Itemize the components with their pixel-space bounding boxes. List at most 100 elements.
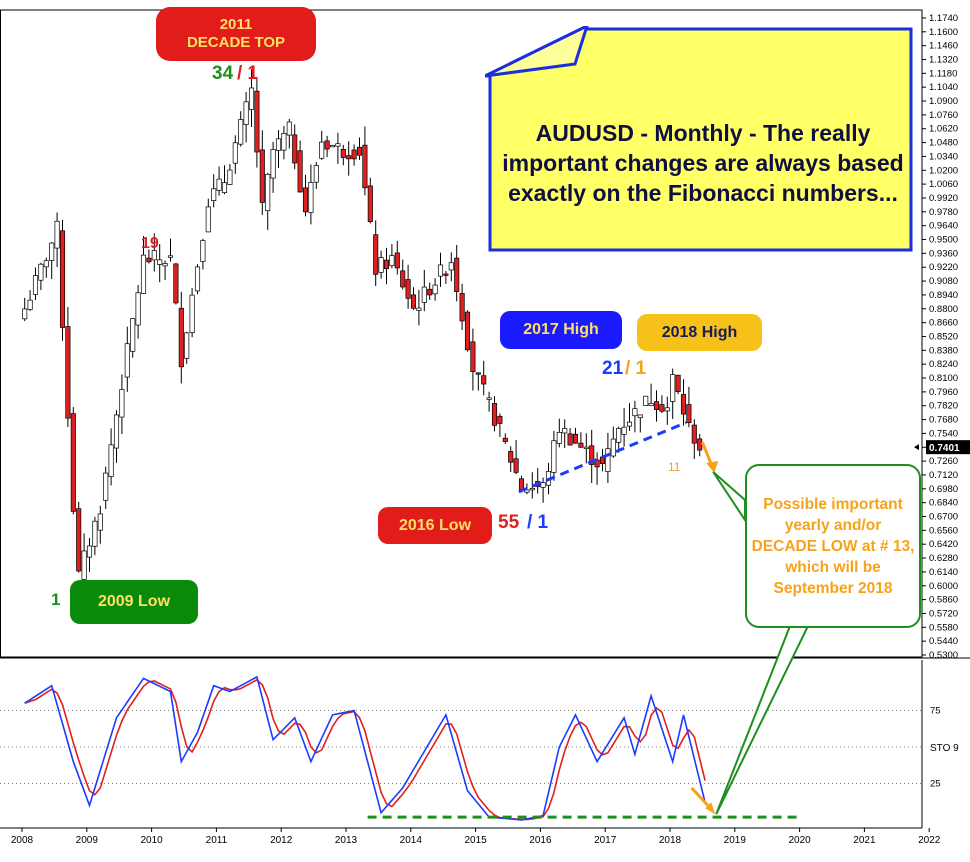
candle-body [664,407,670,412]
current-price-label: 0.7401 [929,443,960,454]
candle-body [243,101,249,125]
price-tick-label: 0.6140 [929,567,958,578]
price-tick-label: 0.5440 [929,636,958,647]
price-tick-label: 0.8240 [929,359,958,370]
price-arrow-head [706,461,719,474]
candle-body [38,263,44,281]
candle-body [340,148,346,158]
candle-body [621,426,627,435]
candle-body [286,121,292,136]
count-19: 19 [141,235,159,252]
price-tick-label: 0.7960 [929,387,958,398]
candle-body [356,146,363,156]
price-tick-label: 0.6560 [929,525,958,536]
candle-body [675,374,681,392]
price-tick-label: 0.9500 [929,235,958,246]
count-34: 34 [212,63,234,84]
candle-body [162,263,168,267]
price-tick-label: 1.0060 [929,179,958,190]
candle-body [232,142,238,164]
price-tick-label: 0.9080 [929,276,958,287]
x-tick-label: 2021 [853,835,876,846]
candle-body [346,155,352,160]
x-tick-label: 2020 [788,835,811,846]
candle-body [443,273,449,276]
candle-body [59,230,66,328]
price-tick-label: 1.0760 [929,110,958,121]
candles [22,68,703,589]
candle-body [373,234,379,275]
price-tick-label: 1.0200 [929,165,958,176]
price-tick-label: 0.7540 [929,428,958,439]
price-tick-label: 0.8940 [929,290,958,301]
candle-body [562,428,568,434]
count-55: 55 [498,512,520,533]
candle-body [108,444,114,477]
candle-body [124,343,130,378]
candle-body [680,394,687,415]
stoch-level-label: 25 [930,779,941,790]
price-tick-label: 0.5720 [929,608,958,619]
price-tick-label: 0.9920 [929,193,958,204]
candle-body [497,415,503,424]
candle-body [216,178,222,191]
candle-body [551,440,557,473]
price-tick-label: 1.1600 [929,27,958,38]
candle-body [324,140,330,150]
candle-body [270,149,276,179]
candle-body [81,550,87,580]
price-tick-label: 0.8660 [929,318,958,329]
candle-body [362,144,368,189]
candle-body [605,448,611,472]
candle-body [43,260,49,268]
price-grid [0,9,923,658]
price-tick-label: 0.6980 [929,484,958,495]
price-tick-label: 1.1180 [929,68,957,79]
candle-body [140,254,147,294]
count-1-after-34: / 1 [237,63,259,84]
stoch-name-label: STO 9 [930,743,959,754]
decade-top-label: 2011 DECADE TOP [156,7,316,61]
stoch-k-line [24,675,706,821]
candle-body [686,404,692,424]
price-tick-label: 1.0620 [929,124,958,135]
price-tick-label: 1.1460 [929,41,958,52]
candle-body [410,294,417,309]
current-price-marker [914,444,919,451]
x-tick-label: 2019 [724,835,747,846]
count-21: 21 [602,358,624,379]
x-tick-label: 2008 [11,835,34,846]
candle-body [464,311,471,351]
candle-body [146,257,152,263]
candle-body [508,451,514,463]
candle-body [475,372,481,375]
candle-body [626,421,633,427]
candle-body [594,459,600,468]
price-tick-label: 0.6700 [929,512,958,523]
candle-body [427,288,433,296]
candle-body [632,408,638,417]
support-trendline [518,421,687,494]
x-tick-label: 2010 [140,835,163,846]
candle-body [659,404,665,412]
candle-body [135,292,141,326]
indicator-lines [24,675,706,821]
low-2016-label: 2016 Low [378,507,492,544]
candle-body [637,414,643,419]
count-1-2016: / 1 [527,512,549,533]
price-axis: 1.1740 1.1600 1.1460 1.1320 1.1180 1.1040 1.09… [914,13,970,661]
candle-body [308,182,314,213]
candle-body [329,145,336,148]
candle-body [389,255,395,267]
candle-body [27,299,33,310]
candle-body [459,293,465,322]
candle-body [529,488,535,491]
candle-body [578,442,584,448]
high-2018-label: 2018 High [637,314,762,351]
candle-body [616,428,622,443]
price-tick-label: 1.0900 [929,96,958,107]
candle-body [97,513,103,531]
candle-body [173,263,179,304]
price-tick-label: 0.6000 [929,581,958,592]
count-1-2018: / 1 [625,358,647,379]
